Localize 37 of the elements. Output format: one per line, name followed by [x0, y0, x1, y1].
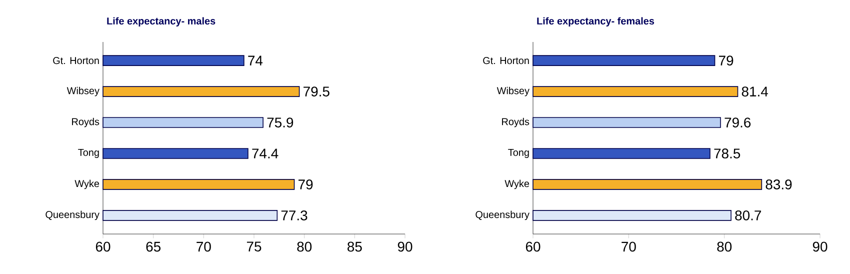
x-tick-label: 80 [297, 242, 312, 252]
x-tick-label: 90 [398, 242, 412, 252]
x-tick-label: 70 [196, 242, 211, 252]
x-tick-label: 70 [622, 242, 636, 252]
x-tick-label: 60 [96, 242, 110, 252]
data-label: 79.5 [304, 86, 330, 96]
y-tick-label: Royds [502, 118, 530, 128]
data-label: 77.3 [281, 210, 308, 220]
x-tick-label: 80 [717, 242, 732, 252]
y-tick-label: Tong [508, 149, 529, 158]
data-label: 80.7 [735, 210, 762, 220]
chart-title: Life expectancy- males [107, 17, 216, 26]
x-tick-label: 65 [146, 242, 161, 252]
x-tick-label: 90 [812, 242, 828, 252]
y-tick-label: Wyke [74, 180, 100, 190]
y-tick-label: Gt. Horton [53, 57, 99, 64]
data-label: 83.9 [766, 180, 792, 190]
data-label: 79 [298, 180, 313, 190]
y-tick-label: Royds [72, 118, 100, 128]
data-label: 81.4 [742, 86, 768, 96]
y-tick-label: Wyke [504, 180, 530, 190]
x-tick-label: 75 [246, 242, 262, 252]
x-tick-label: 85 [348, 242, 362, 252]
data-label: 78.5 [714, 148, 740, 158]
y-tick-label: Tong [78, 149, 99, 158]
data-label: 79.6 [724, 118, 751, 128]
y-tick-label: Wibsey [66, 86, 100, 96]
x-tick-label: 60 [526, 242, 540, 252]
data-label: 74 [248, 56, 263, 66]
chart-title: Life expectancy- females [537, 17, 654, 26]
y-tick-label: Queensbury [476, 210, 530, 220]
y-tick-label: Gt. Horton [483, 57, 529, 64]
data-label: 79 [719, 56, 734, 66]
data-label: 75.9 [267, 118, 294, 128]
y-tick-label: Queensbury [46, 210, 100, 220]
data-label: 74.4 [252, 148, 278, 158]
y-tick-label: Wibsey [496, 86, 530, 96]
